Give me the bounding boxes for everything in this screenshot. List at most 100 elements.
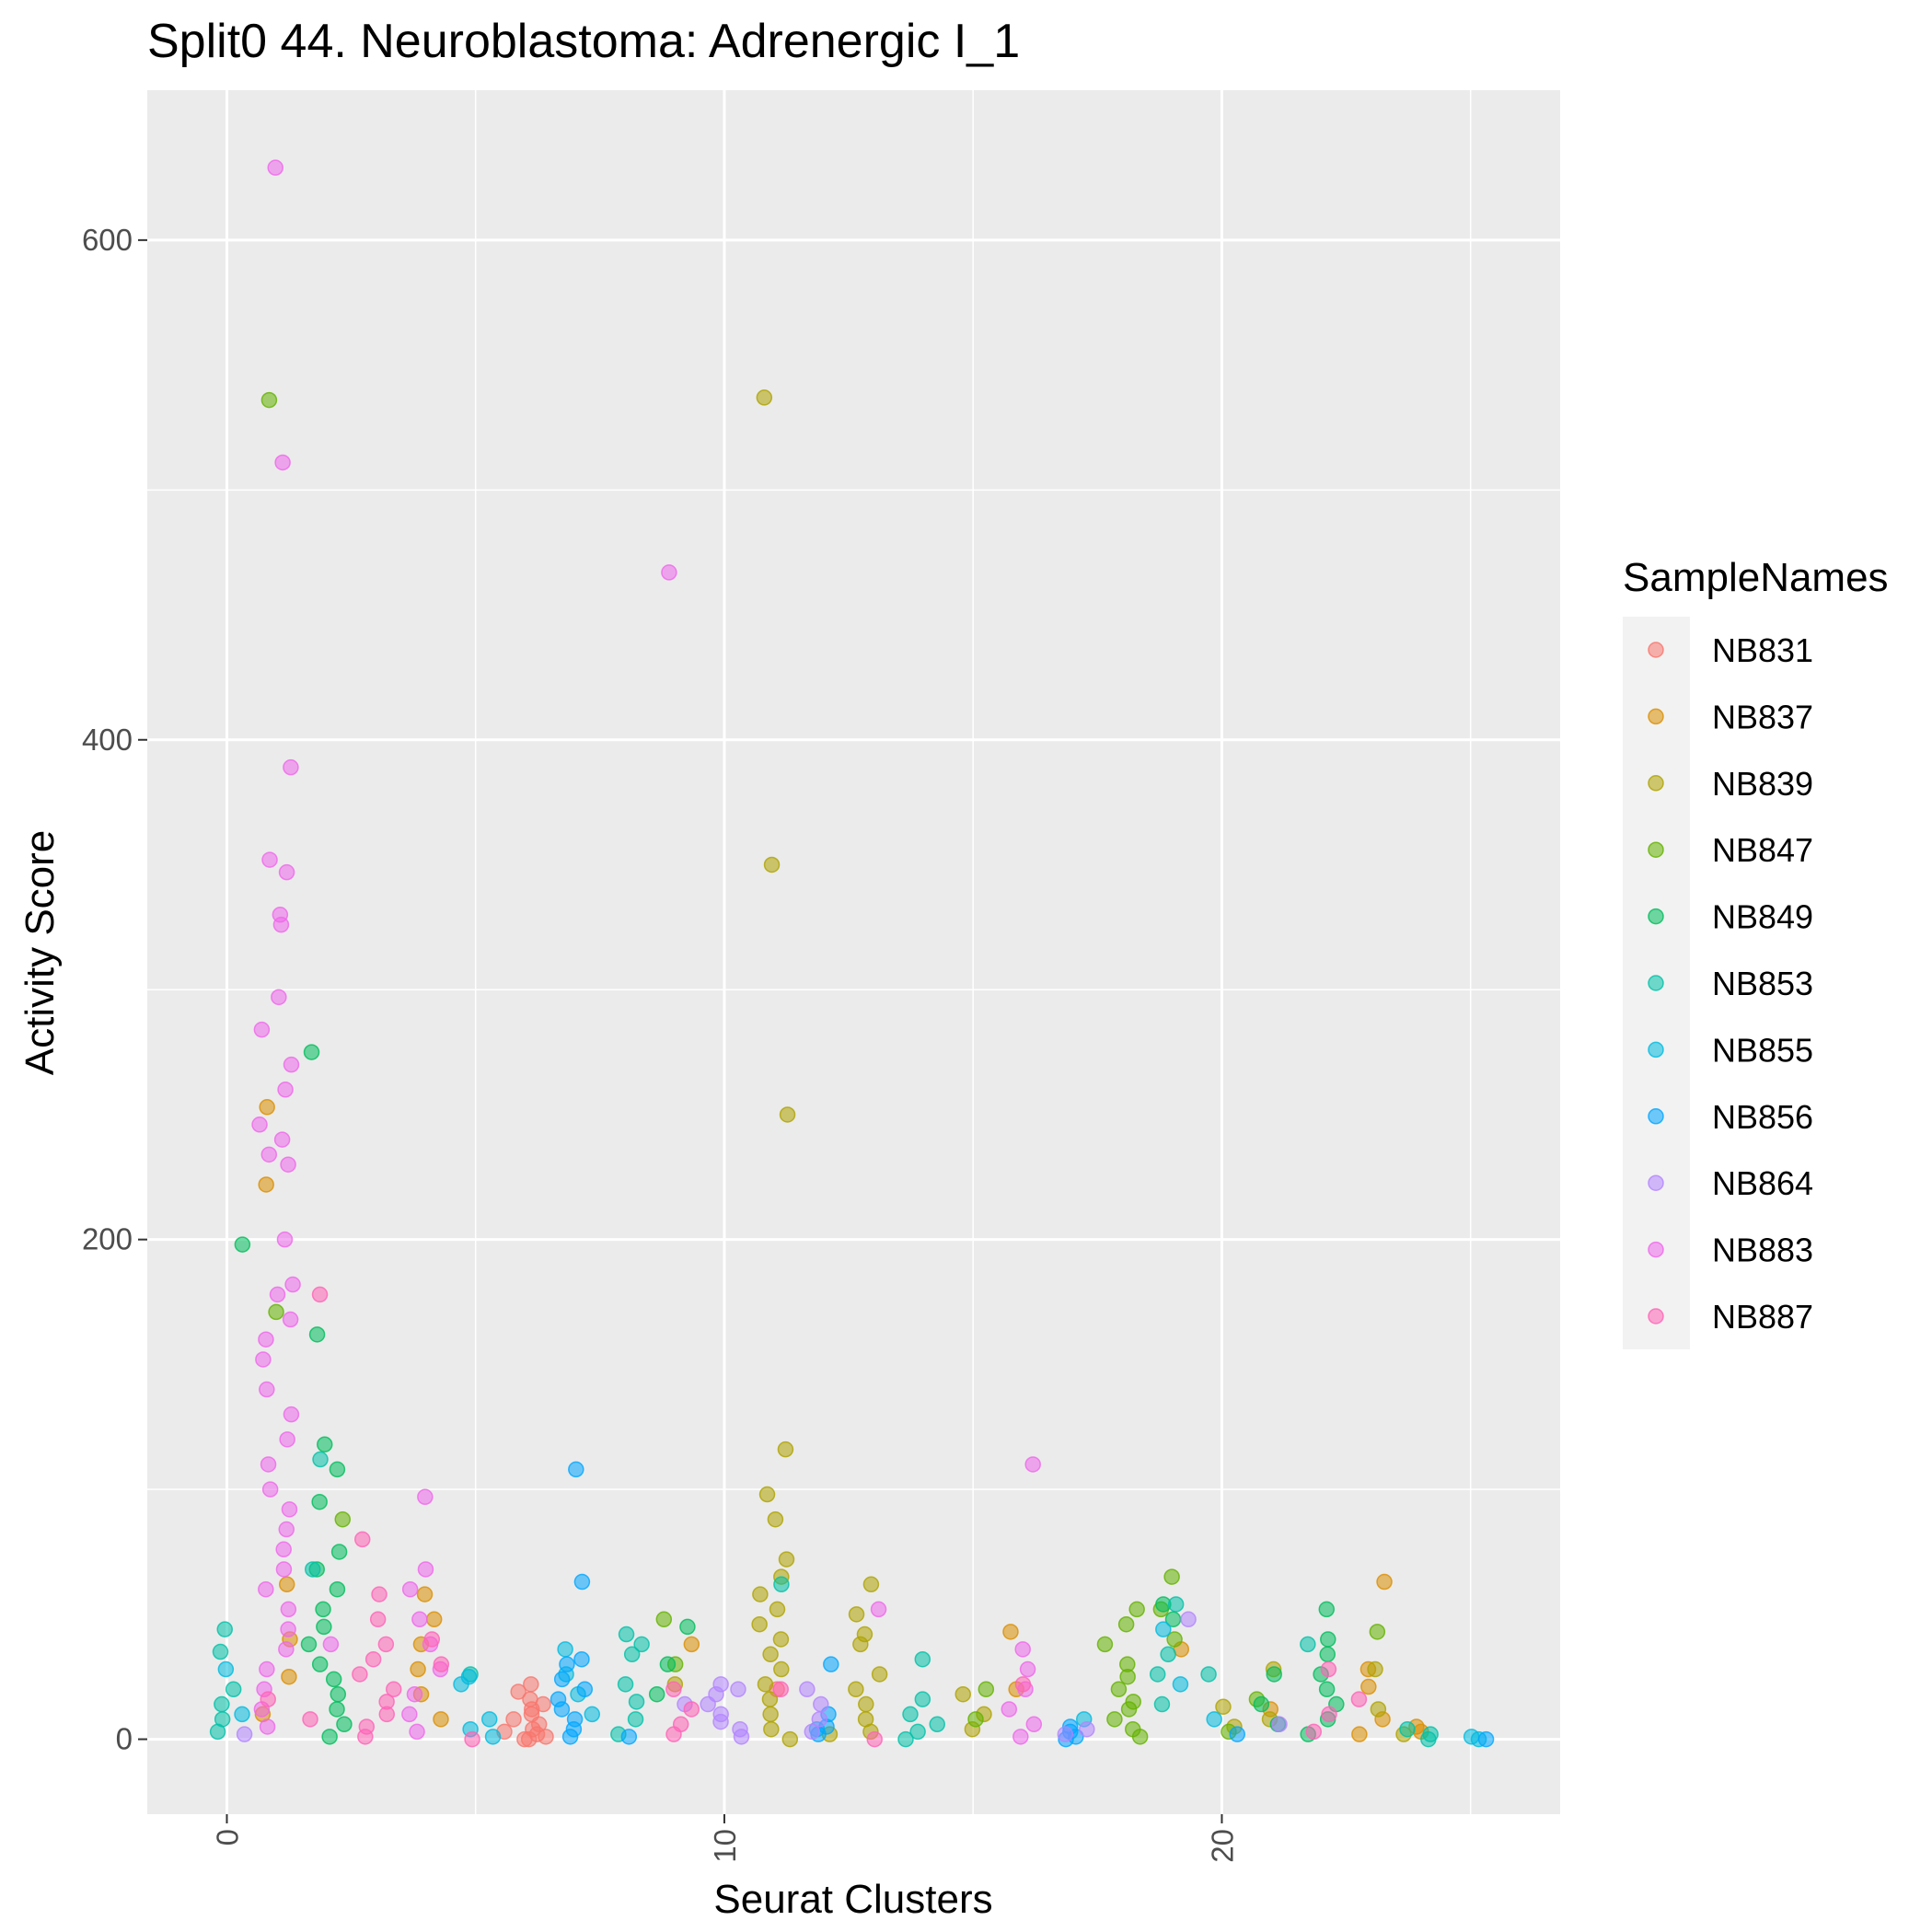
data-point-nb856 — [576, 1681, 594, 1698]
data-point-nb853 — [1149, 1666, 1166, 1683]
data-point-nb831 — [510, 1683, 526, 1700]
data-point-nb839 — [1367, 1660, 1383, 1678]
data-point-nb883 — [1019, 1660, 1036, 1678]
data-point-nb847 — [1131, 1729, 1149, 1745]
data-point-nb839 — [767, 1510, 784, 1528]
data-point-nb856 — [568, 1461, 584, 1478]
data-point-nb883 — [279, 1431, 295, 1448]
data-point-nb837 — [410, 1660, 426, 1678]
data-point-nb853 — [1153, 1695, 1171, 1713]
data-point-nb883 — [269, 1286, 286, 1303]
data-point-nb864 — [811, 1711, 828, 1728]
data-point-nb864 — [1271, 1716, 1288, 1733]
data-point-nb856 — [1477, 1730, 1495, 1748]
data-points — [209, 159, 1495, 1748]
data-point-nb853 — [633, 1636, 650, 1653]
data-point-nb883 — [267, 159, 283, 176]
data-point-nb847 — [1119, 1668, 1136, 1685]
data-point-nb855 — [557, 1641, 573, 1658]
legend-label-nb853: NB853 — [1712, 965, 1813, 1002]
data-point-nb849 — [317, 1436, 333, 1453]
x-tick-label: 10 — [708, 1829, 742, 1863]
data-point-nb853 — [312, 1451, 329, 1468]
data-point-nb847 — [260, 391, 278, 409]
data-point-nb849 — [303, 1044, 320, 1060]
data-point-nb853 — [304, 1561, 321, 1578]
legend-label-nb831: NB831 — [1712, 631, 1813, 669]
data-point-nb887 — [464, 1730, 480, 1748]
data-point-nb883 — [275, 1541, 292, 1558]
data-point-nb855 — [1206, 1711, 1222, 1728]
data-point-nb887 — [1305, 1723, 1323, 1741]
data-point-nb887 — [352, 1666, 368, 1683]
data-point-nb839 — [862, 1576, 880, 1593]
data-point-nb883 — [251, 1116, 268, 1133]
legend-key-nb855 — [1648, 1041, 1664, 1059]
data-point-nb856 — [823, 1656, 839, 1672]
data-point-nb837 — [433, 1711, 449, 1728]
data-point-nb853 — [902, 1706, 919, 1723]
data-point-nb837 — [683, 1636, 700, 1653]
data-point-nb853 — [212, 1643, 229, 1660]
data-point-nb847 — [1163, 1568, 1180, 1585]
legend-key-nb856 — [1648, 1108, 1664, 1125]
data-point-nb883 — [276, 1231, 294, 1248]
data-point-nb887 — [357, 1729, 374, 1745]
data-point-nb831 — [505, 1711, 522, 1728]
data-point-nb847 — [1369, 1624, 1386, 1640]
legend-label-nb849: NB849 — [1712, 898, 1813, 936]
data-point-nb853 — [1200, 1666, 1217, 1683]
data-point-nb853 — [617, 1676, 634, 1693]
data-point-nb837 — [1351, 1726, 1368, 1742]
data-point-nb849 — [1253, 1695, 1270, 1713]
data-point-nb855 — [584, 1706, 601, 1723]
legend: SampleNames NB831 NB837 NB839 NB847 NB849 NB8… — [1623, 555, 1889, 1349]
legend-label-nb847: NB847 — [1712, 831, 1813, 869]
data-point-nb864 — [236, 1726, 253, 1742]
data-point-nb855 — [1172, 1676, 1189, 1693]
data-point-nb853 — [914, 1691, 931, 1707]
data-point-nb856 — [559, 1656, 575, 1672]
data-point-nb839 — [763, 856, 781, 873]
data-point-nb883 — [260, 1146, 278, 1163]
data-point-nb853 — [225, 1681, 242, 1698]
data-point-nb856 — [553, 1671, 571, 1688]
data-point-nb883 — [411, 1611, 428, 1628]
data-point-nb853 — [1300, 1636, 1316, 1653]
data-point-nb883 — [284, 1276, 301, 1293]
data-point-nb853 — [773, 1576, 790, 1593]
data-point-nb883 — [258, 1580, 274, 1598]
data-point-nb849 — [321, 1729, 338, 1745]
data-point-nb856 — [553, 1701, 571, 1718]
data-point-nb887 — [364, 1650, 382, 1668]
data-point-nb883 — [280, 1156, 296, 1173]
data-point-nb887 — [1320, 1660, 1337, 1678]
data-point-nb839 — [762, 1706, 779, 1723]
data-point-nb883 — [271, 989, 287, 1006]
data-point-nb849 — [336, 1716, 353, 1733]
data-point-nb883 — [259, 1660, 275, 1678]
data-point-nb864 — [1057, 1726, 1074, 1742]
data-point-nb839 — [781, 1730, 799, 1748]
data-point-nb837 — [1376, 1573, 1393, 1591]
data-point-nb864 — [730, 1681, 746, 1698]
data-point-nb849 — [315, 1601, 331, 1618]
legend-title: SampleNames — [1623, 555, 1889, 600]
data-point-nb856 — [1229, 1726, 1245, 1742]
data-point-nb839 — [772, 1631, 790, 1648]
data-point-nb887 — [1014, 1676, 1032, 1693]
legend-key-nb839 — [1648, 775, 1664, 792]
chart-title: Split0 44. Neuroblastoma: Adrenergic I_1 — [147, 15, 1020, 68]
data-point-nb864 — [1180, 1611, 1197, 1628]
data-point-nb887 — [683, 1701, 700, 1718]
legend-key-nb853 — [1648, 975, 1664, 991]
data-point-nb883 — [278, 1521, 295, 1538]
data-point-nb853 — [627, 1711, 644, 1728]
data-point-nb839 — [763, 1720, 780, 1738]
data-point-nb855 — [217, 1660, 235, 1678]
data-point-nb847 — [1117, 1615, 1135, 1633]
data-point-nb849 — [316, 1618, 332, 1636]
data-point-nb883 — [261, 1481, 279, 1498]
data-point-nb883 — [272, 916, 290, 933]
